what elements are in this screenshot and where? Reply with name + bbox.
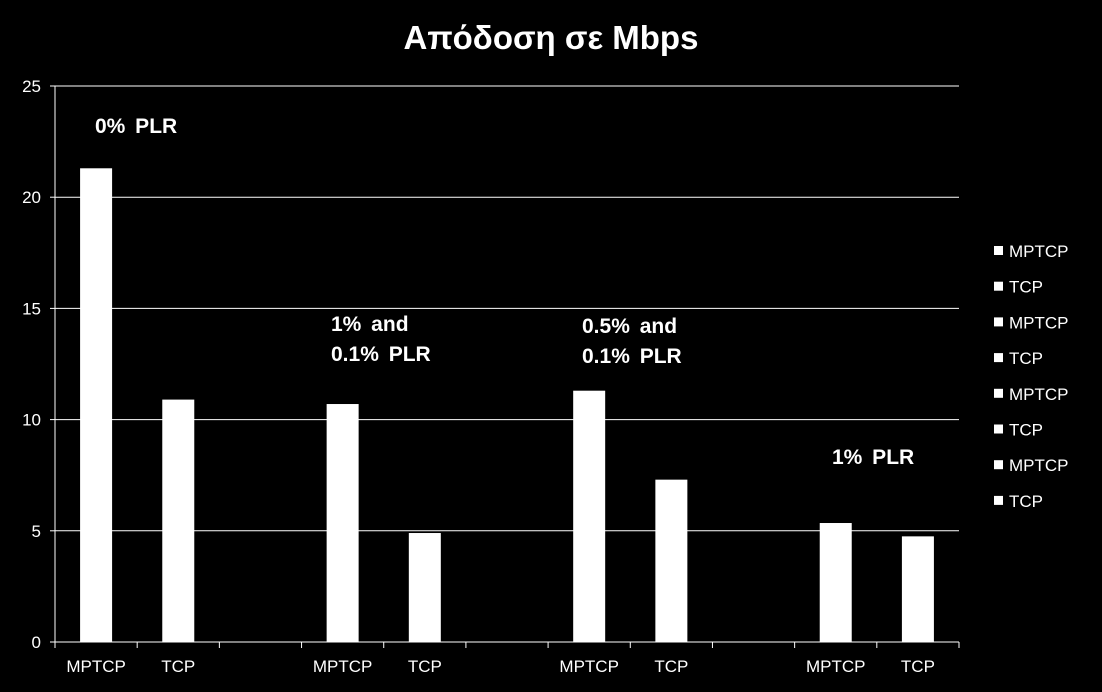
bar-mptcp (326, 404, 359, 642)
gridlines (55, 85, 959, 532)
legend-label: MPTCP (1009, 385, 1069, 404)
x-tick-label: MPTCP (559, 657, 619, 676)
legend-label: MPTCP (1009, 313, 1069, 332)
legend-label: TCP (1009, 421, 1043, 440)
annotations: 0% PLR 1% and 0.1% PLR 0.5% and 0.1% PLR 1% P… (95, 115, 914, 469)
bar-tcp (655, 479, 688, 642)
bar-mptcp (573, 390, 606, 642)
x-tick-label: MPTCP (66, 657, 126, 676)
legend-swatch (994, 495, 1003, 505)
legend: MPTCP TCP MPTCP TCP MPTCP TCP MPTCP TCP (994, 242, 1069, 511)
x-tick-label: TCP (161, 657, 195, 676)
bar-tcp (901, 536, 934, 642)
y-tick-label: 0 (32, 633, 41, 652)
x-tick-label: MPTCP (313, 657, 373, 676)
legend-label: MPTCP (1009, 456, 1069, 475)
legend-swatch (994, 317, 1003, 327)
annotation-label: 1% PLR (832, 446, 914, 469)
legend-swatch (994, 460, 1003, 470)
legend-label: MPTCP (1009, 242, 1069, 261)
bar-mptcp (80, 168, 113, 642)
bar-tcp (408, 533, 441, 642)
x-tick-label: TCP (654, 657, 688, 676)
x-tick-label: TCP (408, 657, 442, 676)
annotation-label: 0% PLR (95, 115, 177, 138)
y-tick-label: 10 (22, 411, 41, 430)
axes: 0 5 10 15 20 25 MPTCP TCP MPTCP TCP MPTCP TCP MPTCP T… (22, 77, 960, 676)
y-tick-label: 5 (32, 522, 41, 541)
legend-swatch (994, 246, 1003, 255)
legend-swatch (994, 281, 1003, 291)
x-tick-label: MPTCP (806, 657, 866, 676)
legend-label: TCP (1009, 349, 1043, 368)
legend-swatch (994, 424, 1003, 434)
bar-tcp (162, 399, 195, 642)
x-tick-label: TCP (901, 657, 935, 676)
annotation-label: 1% and 0.1% PLR (331, 313, 431, 366)
y-tick-label: 15 (22, 299, 41, 318)
legend-swatch (994, 353, 1003, 363)
y-tick-label: 25 (22, 77, 41, 96)
legend-swatch (994, 388, 1003, 398)
chart-title: Απόδοση σε Mbps (404, 19, 699, 56)
legend-label: TCP (1009, 278, 1043, 297)
annotation-label: 0.5% and 0.1% PLR (582, 315, 682, 368)
y-tick-label: 20 (22, 188, 41, 207)
legend-label: TCP (1009, 492, 1043, 511)
bars (80, 168, 934, 642)
bar-mptcp (819, 523, 852, 642)
